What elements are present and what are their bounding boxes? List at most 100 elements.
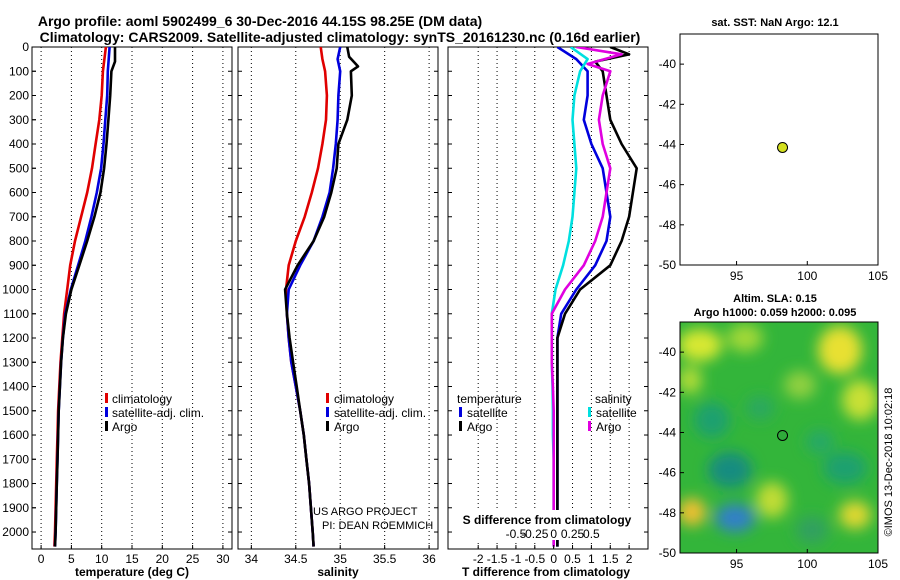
sla-blob bbox=[680, 329, 722, 361]
s-tick-label: -0.5 bbox=[506, 527, 527, 541]
sst-title: sat. SST: NaN Argo: 12.1 bbox=[711, 17, 838, 29]
sla-heatmap-field bbox=[680, 324, 878, 544]
legend-swatch-t-argo bbox=[459, 421, 462, 431]
legend-t-satellite: satellite bbox=[467, 406, 508, 420]
depth-tick-label: 1100 bbox=[3, 307, 29, 321]
map-ytick-label: -44 bbox=[659, 425, 677, 439]
sla-blob bbox=[756, 482, 788, 518]
legend-swatch-climatology bbox=[326, 393, 329, 403]
map-xtick-label: 100 bbox=[797, 557, 817, 571]
credit-pi: PI: DEAN ROEMMICH bbox=[322, 520, 433, 532]
watermark: ©IMOS 13-Dec-2018 10:02:18 bbox=[883, 388, 895, 537]
xtick-label: 0 bbox=[550, 552, 557, 566]
difference-xticks: -2 -1.5 -1 -0.5 0 0.5 1 1.5 2 bbox=[448, 46, 648, 566]
map-xtick-label: 105 bbox=[868, 557, 888, 571]
temperature-xticks: 0 5 10 15 20 25 30 bbox=[32, 46, 232, 566]
series-line-temperature-satellite bbox=[556, 47, 612, 547]
xtick-label: 30 bbox=[216, 552, 230, 566]
map-ytick-label: -46 bbox=[659, 178, 677, 192]
legend-swatch-climatology bbox=[105, 393, 108, 403]
depth-tick-label: 600 bbox=[9, 186, 29, 200]
series-line-climatology bbox=[284, 47, 329, 547]
sla-blob bbox=[746, 396, 774, 420]
map-ytick-label: -46 bbox=[659, 466, 677, 480]
sla-title-line1: Altim. SLA: 0.15 bbox=[733, 293, 817, 305]
depth-tick-label: 1800 bbox=[2, 477, 29, 491]
xtick-label: 25 bbox=[186, 552, 200, 566]
legend-swatch-t-satellite bbox=[459, 407, 462, 417]
legend-swatch-satellite bbox=[326, 407, 329, 417]
s-difference-label: S difference from climatology bbox=[463, 513, 632, 527]
map-xtick-label: 100 bbox=[797, 269, 817, 283]
map-ytick-label: -42 bbox=[659, 97, 677, 111]
depth-axis: 0 100 200 300 400 500 600 700 800 900 1000 1100 1200… bbox=[2, 40, 36, 539]
legend-argo: Argo bbox=[112, 420, 138, 434]
xtick-label: 36 bbox=[422, 552, 436, 566]
sla-heatmap bbox=[680, 324, 878, 544]
xtick-label: 35 bbox=[334, 552, 348, 566]
map-ytick-label: -42 bbox=[659, 385, 677, 399]
sla-blob bbox=[806, 430, 834, 454]
sla-blob bbox=[727, 324, 763, 352]
map-ytick-label: -40 bbox=[659, 57, 677, 71]
xtick-label: 15 bbox=[125, 552, 139, 566]
depth-tick-label: 700 bbox=[9, 210, 29, 224]
salinity-panel: 34 34.5 35 35.5 36 bbox=[238, 46, 438, 566]
legend-satellite-adj: satellite-adj. clim. bbox=[334, 406, 426, 420]
temperature-legend: climatology satellite-adj. clim. Argo bbox=[105, 392, 204, 434]
s-axis-backdrop bbox=[452, 510, 644, 540]
argo-position-marker bbox=[777, 429, 789, 441]
depth-tick-label: 400 bbox=[9, 137, 29, 151]
depth-tick-label: 200 bbox=[9, 89, 29, 103]
depth-tick-label: 800 bbox=[9, 234, 29, 248]
xtick-label: 20 bbox=[156, 552, 170, 566]
legend-swatch-argo bbox=[326, 421, 329, 431]
difference-panel-frame bbox=[447, 46, 649, 550]
legend-argo: Argo bbox=[334, 420, 360, 434]
s-tick-label: 0.25 bbox=[561, 527, 585, 541]
map-xtick-label: 95 bbox=[730, 269, 744, 283]
legend-t-argo: Argo bbox=[467, 420, 493, 434]
salinity-series bbox=[283, 47, 360, 547]
xtick-label: 10 bbox=[95, 552, 109, 566]
legend-swatch-s-satellite bbox=[588, 407, 591, 417]
legend-temperature-heading: temperature bbox=[457, 392, 522, 406]
difference-legend: temperature satellite Argo salinity sate… bbox=[457, 392, 637, 434]
s-difference-ticks: -0.5-0.25 0 0.250.5 bbox=[506, 527, 600, 541]
xtick-label: -0.5 bbox=[524, 552, 545, 566]
map-xtick-label: 105 bbox=[868, 269, 888, 283]
xtick-label: 2 bbox=[626, 552, 633, 566]
map-ytick-label: -50 bbox=[659, 258, 677, 272]
credit-project: US ARGO PROJECT bbox=[313, 506, 418, 518]
legend-climatology: climatology bbox=[334, 392, 394, 406]
series-line-satellite-adj-clim- bbox=[285, 47, 342, 547]
sla-blob bbox=[842, 380, 878, 420]
sla-blob bbox=[784, 371, 816, 399]
xtick-label: 0 bbox=[38, 552, 45, 566]
series-line-temperature-argo bbox=[556, 47, 638, 547]
depth-tick-label: 2000 bbox=[2, 525, 29, 539]
sla-blob bbox=[715, 504, 755, 532]
salinity-panel-frame bbox=[237, 46, 439, 550]
map-ytick-label: -50 bbox=[659, 546, 677, 560]
depth-tick-label: 1000 bbox=[2, 283, 29, 297]
sla-panel: 95 100 105 -40 -42 -44 -46 -48 -50 bbox=[659, 345, 889, 571]
legend-s-argo: Argo bbox=[596, 420, 622, 434]
xtick-label: 34 bbox=[245, 552, 259, 566]
depth-tick-label: 1200 bbox=[2, 331, 29, 345]
figure-title-line2: Climatology: CARS2009. Satellite-adjuste… bbox=[40, 29, 641, 45]
difference-panel: -2 -1.5 -1 -0.5 0 0.5 1 1.5 2 bbox=[448, 46, 648, 566]
legend-salinity-heading: salinity bbox=[595, 392, 632, 406]
depth-tick-label: 1700 bbox=[2, 452, 29, 466]
sla-blob bbox=[680, 366, 702, 394]
sla-panel-frame bbox=[679, 321, 879, 554]
xtick-label: 1 bbox=[588, 552, 595, 566]
legend-s-satellite: satellite bbox=[596, 406, 637, 420]
series-line-argo bbox=[53, 47, 117, 547]
s-tick-label: 0.5 bbox=[583, 527, 600, 541]
difference-xlabel: T difference from climatology bbox=[462, 565, 630, 579]
depth-tick-label: 100 bbox=[9, 64, 29, 78]
depth-tick-label: 1500 bbox=[2, 404, 29, 418]
salinity-xticks: 34 34.5 35 35.5 36 bbox=[238, 46, 438, 566]
